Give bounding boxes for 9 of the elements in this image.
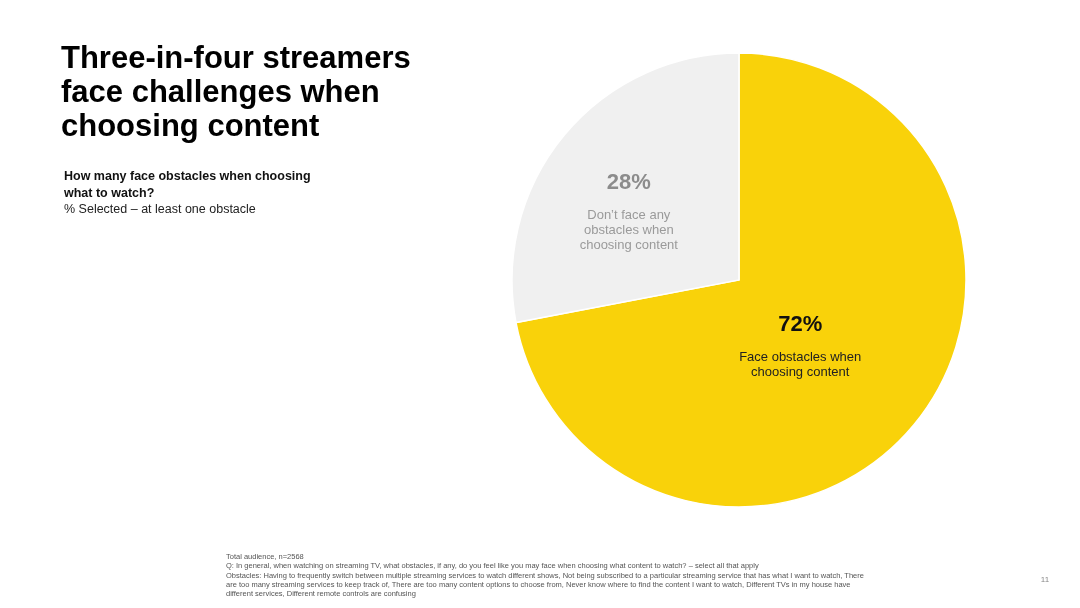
slice-label: Don’t face any obstacles when choosing content [579, 206, 679, 252]
data-label: 28% [606, 168, 651, 194]
slice-label: Face obstacles when choosing content [739, 348, 862, 379]
text: 11 [1040, 575, 1050, 584]
text: % Selected – at least one obstacle [64, 202, 256, 216]
pie-slice [515, 52, 967, 508]
text: Three-in-four streamers face challenges when choosing content [61, 40, 411, 143]
text: How many face obstacles when choosing what to watch? [63, 169, 311, 200]
data-label: 72% [778, 310, 823, 336]
